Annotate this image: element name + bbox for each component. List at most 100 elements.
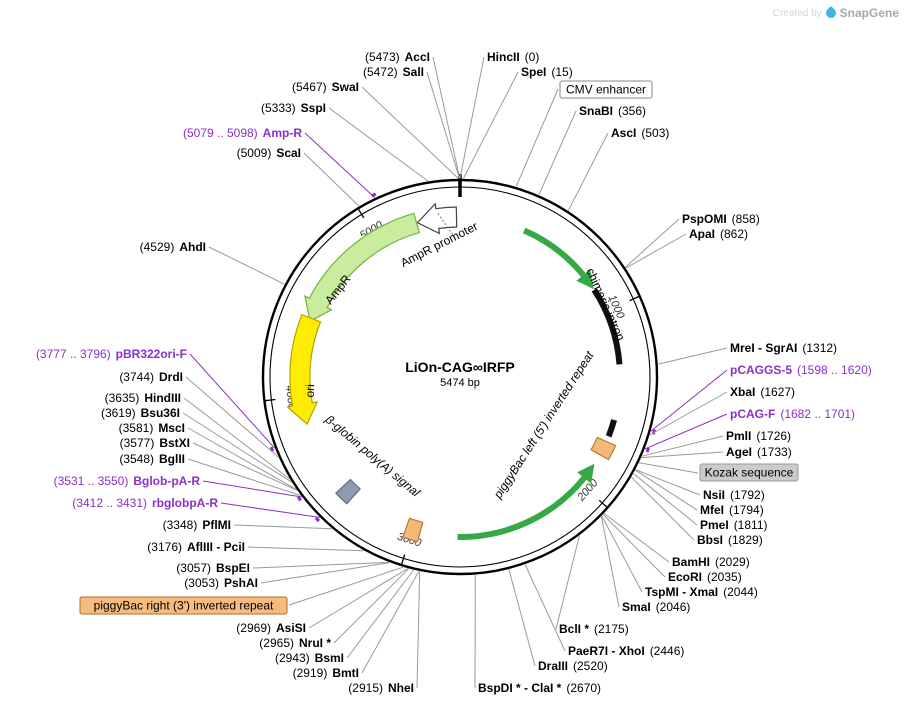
leader-line xyxy=(252,561,389,569)
site-label-sspi[interactable]: (5333) SspI xyxy=(261,101,326,115)
feature-cag-promoter-arrow-head[interactable] xyxy=(576,269,594,290)
leader-line xyxy=(220,502,320,518)
site-label-afliii-pcii[interactable]: (3176) AflIII - PciI xyxy=(147,540,245,554)
feature-irfp-arrow-head[interactable] xyxy=(577,463,595,484)
site-label-asci[interactable]: AscI (503) xyxy=(611,126,669,140)
leader-line xyxy=(304,132,376,199)
box-label-text-cmv-enhancer: CMV enhancer xyxy=(566,83,646,97)
leader-line xyxy=(182,412,292,483)
site-label-tspmi-xmai[interactable]: TspMI - XmaI (2044) xyxy=(645,585,758,599)
leader-line xyxy=(333,568,409,644)
feature-ori[interactable] xyxy=(286,313,322,426)
site-label-drdi[interactable]: (3744) DrdI xyxy=(119,370,183,384)
site-label-agei[interactable]: AgeI (1733) xyxy=(726,445,792,459)
leader-line xyxy=(462,71,519,179)
site-label-apai[interactable]: ApaI (862) xyxy=(689,227,748,241)
feature-label-globin-poly-a-signal[interactable]: β-globin poly(A) signal xyxy=(322,412,423,500)
box-label-kozak-sequence[interactable] xyxy=(699,463,799,482)
leader-line xyxy=(183,397,291,480)
box-label-piggybac-right-3-inverted-repeat[interactable] xyxy=(79,596,288,615)
feature-label-ori[interactable]: ori xyxy=(303,384,317,398)
leader-line xyxy=(192,442,298,491)
feature-piggybac-left-inverted-repeat-box[interactable] xyxy=(590,436,617,461)
site-label-bmti[interactable]: (2919) BmtI xyxy=(293,666,359,680)
site-label-xbai[interactable]: XbaI (1627) xyxy=(730,385,795,399)
leader-line xyxy=(361,86,459,179)
site-label-smai[interactable]: SmaI (2046) xyxy=(622,600,690,614)
leader-line xyxy=(189,353,276,449)
leader-line xyxy=(567,132,609,211)
leader-line xyxy=(635,469,701,496)
site-label-pmei[interactable]: PmeI (1811) xyxy=(700,518,767,532)
site-label-acci[interactable]: (5473) AccI xyxy=(365,50,430,64)
site-label-bglob-pa-r[interactable]: (3531 .. 3550) Bglob-pA-R xyxy=(54,474,201,488)
site-label-ecori[interactable]: EcoRI (2035) xyxy=(668,570,742,584)
leader-line xyxy=(650,369,728,432)
site-label-rbglobpa-r[interactable]: (3412 .. 3431) rbglobpA-R xyxy=(72,496,218,510)
site-label-bsmi[interactable]: (2943) BsmI xyxy=(275,651,344,665)
site-label-swai[interactable]: (5467) SwaI xyxy=(292,80,359,94)
site-label-nsii[interactable]: NsiI (1792) xyxy=(703,488,765,502)
site-label-pcag-f[interactable]: pCAG-F (1682 .. 1701) xyxy=(730,407,855,421)
site-label-bbsi[interactable]: BbsI (1829) xyxy=(697,533,763,547)
site-label-pmli[interactable]: PmlI (1726) xyxy=(726,429,791,443)
leader-line xyxy=(657,347,728,365)
site-label-bamhi[interactable]: BamHI (2029) xyxy=(672,555,750,569)
feature-ampr-promoter[interactable] xyxy=(416,202,458,235)
leader-line xyxy=(515,88,559,187)
site-label-nrui[interactable]: (2965) NruI * xyxy=(259,636,331,650)
leader-line xyxy=(638,462,699,474)
site-label-hindiii[interactable]: (3635) HindIII xyxy=(105,391,181,405)
site-label-snabi[interactable]: SnaBI (356) xyxy=(579,104,646,118)
primer-mark xyxy=(314,516,321,523)
leader-line xyxy=(625,233,687,269)
site-label-mrei-sgrai[interactable]: MreI - SgrAI (1312) xyxy=(730,341,837,355)
site-label-sali[interactable]: (5472) SalI xyxy=(363,65,424,79)
box-label-text-piggybac-right-3-inverted-repeat: piggyBac right (3') inverted repeat xyxy=(94,599,274,613)
feature-chimeric-intron-arc[interactable] xyxy=(591,288,623,365)
leader-line xyxy=(233,524,332,530)
site-label-pbr322ori-f[interactable]: (3777 .. 3796) pBR322ori-F xyxy=(36,347,187,361)
feature-black-segment[interactable] xyxy=(605,419,617,438)
site-label-mfei[interactable]: MfeI (1794) xyxy=(700,503,764,517)
scale-tick xyxy=(264,398,276,402)
site-label-pcaggs-5[interactable]: pCAGGS-5 (1598 .. 1620) xyxy=(730,363,872,377)
site-label-bsu36i[interactable]: (3619) Bsu36I xyxy=(101,406,180,420)
leader-line xyxy=(641,451,724,459)
feature-beta-globin-polya-signal-box[interactable] xyxy=(335,478,361,505)
feature-irfp-arrow[interactable] xyxy=(457,476,587,541)
leader-line xyxy=(635,469,698,511)
site-label-pshai[interactable]: (3053) PshAI xyxy=(184,576,258,590)
site-label-pspomi[interactable]: PspOMI (858) xyxy=(682,212,760,226)
site-label-bcli[interactable]: BclI * (2175) xyxy=(559,622,629,636)
box-label-cmv-enhancer[interactable] xyxy=(559,80,653,99)
site-label-pflmi[interactable]: (3348) PflMI xyxy=(163,518,231,532)
site-label-nhei[interactable]: (2915) NheI xyxy=(348,681,414,695)
feature-ampr[interactable] xyxy=(304,212,421,323)
site-label-msci[interactable]: (3581) MscI xyxy=(119,421,185,435)
leader-line xyxy=(260,562,390,584)
site-label-hincii[interactable]: HincII (0) xyxy=(487,50,539,64)
leader-line xyxy=(247,546,365,552)
primer-mark xyxy=(269,446,275,452)
leader-line xyxy=(288,566,404,606)
leader-line xyxy=(524,564,566,652)
site-label-bstxi[interactable]: (3577) BstXI xyxy=(120,436,190,450)
watermark: Created by SnapGene xyxy=(773,5,899,21)
feature-cag-promoter-arrow[interactable] xyxy=(522,227,586,278)
site-label-scai[interactable]: (5009) ScaI xyxy=(237,146,301,160)
site-label-paer7i-xhoi[interactable]: PaeR7I - XhoI (2446) xyxy=(568,644,684,658)
leader-line xyxy=(303,152,360,207)
feature-piggybac-right-inverted-repeat-box[interactable] xyxy=(402,517,424,543)
site-label-spei[interactable]: SpeI (15) xyxy=(521,65,573,79)
site-label-ahdi[interactable]: (4529) AhdI xyxy=(140,240,206,254)
site-label-amp-r[interactable]: (5079 .. 5098) Amp-R xyxy=(183,126,302,140)
site-label-bspdi-clai[interactable]: BspDI * - ClaI * (2670) xyxy=(478,681,601,695)
site-label-bglii[interactable]: (3548) BglII xyxy=(119,452,185,466)
leader-line xyxy=(603,513,670,563)
box-label-text-kozak-sequence: Kozak sequence xyxy=(705,466,794,480)
site-label-bspei[interactable]: (3057) BspEI xyxy=(176,561,250,575)
site-label-draiii[interactable]: DraIII (2520) xyxy=(538,659,608,673)
site-label-asisi[interactable]: (2969) AsiSI xyxy=(236,621,306,635)
leader-line xyxy=(601,515,643,593)
